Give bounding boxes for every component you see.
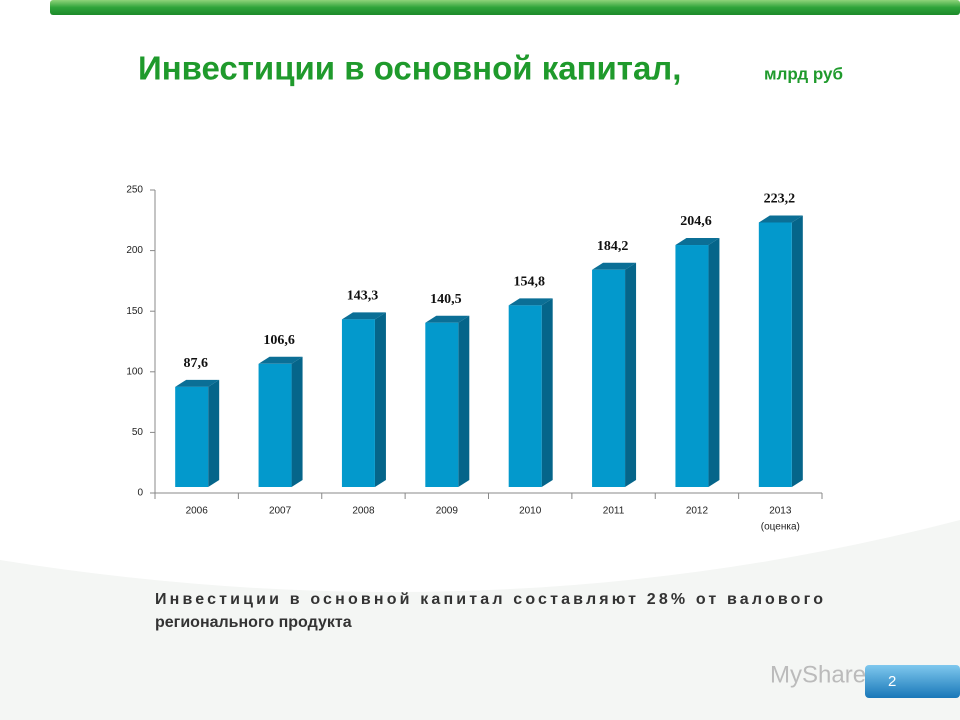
y-tick-label: 0 (137, 488, 143, 499)
bar-top (175, 379, 220, 387)
bar-side (374, 312, 386, 487)
bar-side (291, 356, 303, 487)
bar-top (341, 312, 386, 320)
value-label: 223,2 (764, 192, 796, 207)
watermark: MyShared (770, 661, 879, 688)
background-swoosh (0, 520, 960, 720)
bar-side (708, 238, 720, 487)
value-label: 184,2 (597, 239, 629, 254)
y-tick-label: 100 (126, 366, 143, 377)
y-tick-label: 50 (132, 427, 144, 438)
x-tick-label: 2010 (519, 506, 542, 517)
value-label: 140,5 (430, 292, 462, 307)
value-label: 154,8 (513, 275, 545, 290)
bar (592, 269, 626, 487)
y-tick-label: 250 (126, 185, 143, 196)
value-label: 143,3 (347, 289, 379, 304)
bar (758, 222, 792, 487)
value-label: 87,6 (183, 356, 208, 371)
bar-top (592, 262, 637, 270)
chart-subtitle: млрд руб (764, 64, 843, 83)
bar-side (541, 298, 553, 487)
bar-top (425, 315, 470, 323)
page-number: 2 (888, 673, 896, 690)
bar (425, 322, 459, 487)
x-tick-label: 2011 (603, 506, 625, 517)
page-number-box (865, 665, 960, 698)
x-tick-label: 2013 (769, 506, 792, 517)
header-bar (50, 0, 960, 15)
bar-side (625, 262, 637, 487)
x-tick-label: 2008 (352, 506, 375, 517)
value-label: 106,6 (263, 333, 295, 348)
bar-top (758, 215, 803, 223)
footer-line: Инвестиции в основной капитал составляют… (155, 591, 823, 608)
x-tick-label: 2007 (269, 506, 292, 517)
bar-side (208, 379, 220, 487)
x-tick-label: 2009 (436, 506, 459, 517)
plot: 0 50 100 150 200 250 2006 87,6 2007 106,6 2008 143,… (126, 185, 823, 533)
bar-side (791, 215, 803, 487)
chart-title: Инвестиции в основной капитал, (138, 50, 681, 87)
y-tick-label: 150 (126, 306, 143, 317)
footer-line: регионального продукта (155, 614, 352, 631)
bar-side (458, 315, 470, 487)
bar (258, 363, 292, 487)
value-label: 204,6 (680, 214, 712, 229)
x-note: (оценка) (761, 522, 800, 533)
bar-top (258, 356, 303, 364)
x-tick-label: 2006 (186, 506, 209, 517)
bar (175, 386, 209, 487)
bar (675, 245, 709, 487)
x-tick-label: 2012 (686, 506, 709, 517)
bar-top (508, 298, 553, 306)
bar (341, 319, 375, 487)
bar (508, 305, 542, 487)
y-tick-label: 200 (126, 245, 143, 256)
bar-top (675, 238, 720, 246)
